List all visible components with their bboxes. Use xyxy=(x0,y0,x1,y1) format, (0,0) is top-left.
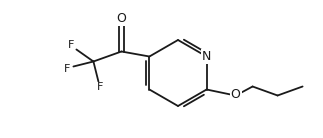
Text: N: N xyxy=(202,50,211,63)
Text: F: F xyxy=(68,40,75,51)
Text: F: F xyxy=(97,83,104,92)
Text: F: F xyxy=(64,63,71,74)
Text: O: O xyxy=(231,88,241,101)
Text: O: O xyxy=(117,12,126,25)
